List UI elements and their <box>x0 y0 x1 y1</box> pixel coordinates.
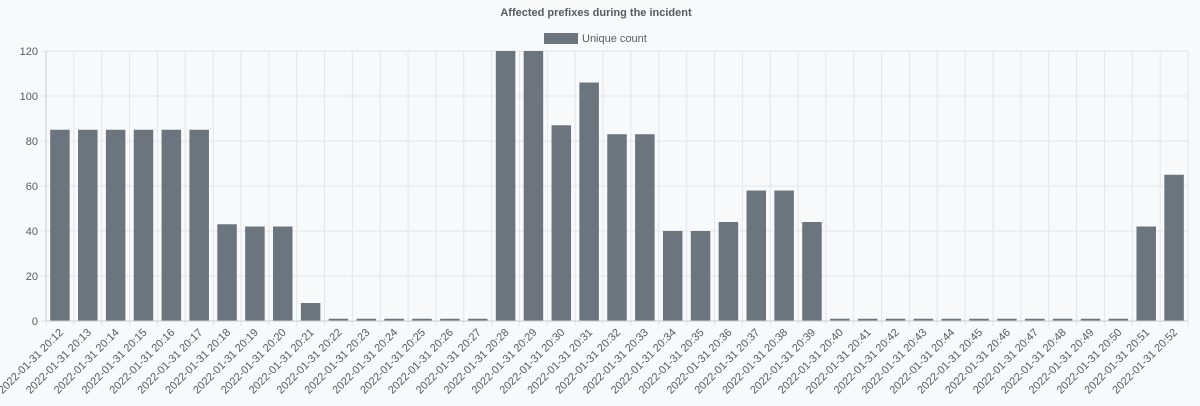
bar[interactable] <box>913 318 934 321</box>
legend-swatch <box>544 33 578 44</box>
y-tick-label: 20 <box>26 271 38 283</box>
bar[interactable] <box>830 318 850 321</box>
bar[interactable] <box>495 51 516 321</box>
legend-label: Unique count <box>582 33 647 45</box>
axes <box>45 51 1188 322</box>
y-axis-ticks: 0 20 40 60 80 100 120 <box>20 46 38 328</box>
bar[interactable] <box>579 82 599 322</box>
bar[interactable] <box>885 318 906 321</box>
bar[interactable] <box>1080 318 1101 321</box>
chart-title: Affected prefixes during the incident <box>500 7 692 19</box>
bar-series <box>50 51 1184 321</box>
bar[interactable] <box>969 318 989 321</box>
y-tick-label: 60 <box>26 181 38 193</box>
bar[interactable] <box>384 318 404 321</box>
bar[interactable] <box>161 129 182 321</box>
bar[interactable] <box>440 318 460 321</box>
y-tick-label: 100 <box>20 91 38 103</box>
bar[interactable] <box>774 190 794 322</box>
bar[interactable] <box>78 129 98 321</box>
bar[interactable] <box>718 222 739 321</box>
bar[interactable] <box>1108 318 1129 321</box>
bar[interactable] <box>1025 318 1045 321</box>
y-tick-label: 40 <box>26 226 38 238</box>
bar[interactable] <box>328 318 349 321</box>
bar[interactable] <box>105 129 126 321</box>
bar[interactable] <box>635 134 655 321</box>
bar[interactable] <box>941 318 961 321</box>
bar[interactable] <box>217 224 237 321</box>
bar[interactable] <box>412 318 432 321</box>
bar[interactable] <box>1052 318 1073 321</box>
bar[interactable] <box>1136 226 1156 322</box>
bar[interactable] <box>1164 174 1184 321</box>
bar[interactable] <box>802 222 822 321</box>
bar[interactable] <box>300 303 321 321</box>
bar[interactable] <box>746 190 767 322</box>
legend[interactable]: Unique count <box>544 33 647 45</box>
bar[interactable] <box>523 51 544 321</box>
bar[interactable] <box>607 134 627 321</box>
y-tick-label: 0 <box>32 316 38 328</box>
bar[interactable] <box>133 129 154 321</box>
bar[interactable] <box>273 226 293 322</box>
bar[interactable] <box>857 318 878 321</box>
bar[interactable] <box>467 318 488 321</box>
bar[interactable] <box>997 318 1017 321</box>
bar[interactable] <box>662 231 683 321</box>
grid-lines <box>41 50 1189 326</box>
bar[interactable] <box>356 318 377 321</box>
y-tick-label: 120 <box>20 46 38 58</box>
y-tick-label: 80 <box>26 136 38 148</box>
bar[interactable] <box>690 231 711 321</box>
bar[interactable] <box>551 125 572 321</box>
bar[interactable] <box>245 226 265 322</box>
bar[interactable] <box>50 129 70 321</box>
bar[interactable] <box>189 129 209 321</box>
